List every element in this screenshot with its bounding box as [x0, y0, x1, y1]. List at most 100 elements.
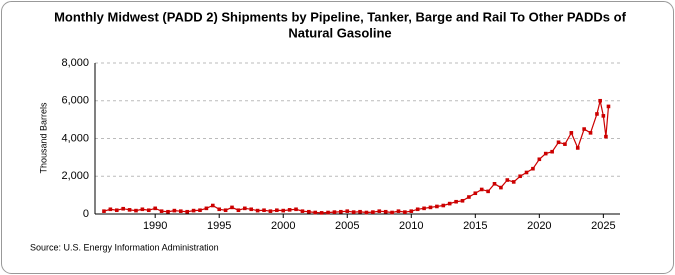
data-point [556, 140, 561, 145]
data-point [185, 209, 189, 214]
data-point [563, 142, 567, 146]
data-point [606, 104, 611, 109]
data-point [332, 210, 337, 214]
data-point [102, 209, 106, 213]
data-point [601, 114, 606, 118]
data-point [447, 201, 452, 206]
source: Source: U.S. Energy Information Administ… [30, 242, 219, 252]
data-point [134, 208, 138, 213]
data-point [531, 166, 535, 171]
data-point [255, 208, 260, 213]
data-point [364, 210, 369, 215]
data-point [499, 185, 503, 190]
data-point [114, 208, 119, 213]
data-point [598, 98, 602, 103]
x-tick-label: 2020 [527, 220, 551, 232]
data-point [441, 203, 446, 208]
data-point [396, 209, 401, 213]
data-point [435, 204, 439, 209]
y-tick-label: 2,000 [61, 170, 89, 182]
data-point [172, 208, 177, 213]
x-tick-label: 1990 [143, 220, 167, 232]
data-point [595, 112, 599, 116]
data-point [518, 174, 522, 179]
data-point [383, 209, 388, 214]
data-point [211, 203, 215, 208]
data-point [604, 134, 608, 139]
data-point [159, 209, 164, 213]
data-point [262, 208, 266, 213]
data-point [403, 210, 407, 214]
data-point [287, 208, 292, 212]
data-point [121, 206, 125, 211]
data-point [140, 207, 145, 212]
chart-title: Monthly Midwest (PADD 2) Shipments by Pi… [54, 9, 627, 24]
data-point [492, 182, 497, 186]
data-point [505, 178, 510, 182]
data-point [454, 199, 458, 204]
data-point [217, 207, 222, 212]
data-point [524, 170, 529, 175]
data-point [390, 210, 394, 215]
chart-title: Natural Gasoline [288, 25, 391, 40]
x-tick-label: 1995 [207, 220, 231, 232]
y-tick-label: 0 [83, 208, 89, 220]
data-point [153, 206, 157, 211]
data-point [537, 157, 542, 162]
data-point [319, 211, 324, 215]
data-point [191, 208, 196, 213]
data-point [281, 208, 286, 213]
data-point [588, 131, 593, 135]
x-tick-label: 2010 [399, 220, 423, 232]
data-point [511, 180, 516, 184]
data-point [268, 209, 273, 213]
y-axis-label: Thousand Barrels [38, 102, 48, 174]
data-point [223, 208, 228, 213]
data-point [294, 207, 298, 212]
data-point [409, 209, 414, 213]
data-point [300, 209, 305, 213]
data-point [569, 131, 574, 135]
x-tick-label: 2025 [591, 220, 615, 232]
data-point [108, 207, 113, 212]
data-point [127, 208, 132, 212]
data-point [236, 208, 241, 213]
x-tick-label: 2005 [335, 220, 359, 232]
data-point [479, 187, 484, 192]
data-point [275, 208, 279, 213]
data-point [351, 210, 356, 214]
data-point [230, 205, 234, 210]
data-point [460, 198, 465, 203]
data-point [345, 209, 350, 213]
y-tick-label: 8,000 [61, 57, 89, 69]
data-point [358, 209, 362, 214]
data-point [415, 207, 420, 212]
data-point [166, 209, 170, 214]
data-point [204, 206, 209, 211]
data-point [146, 208, 151, 213]
data-point [467, 195, 471, 199]
series-line [103, 100, 610, 214]
data-point [575, 146, 580, 150]
x-tick-label: 2000 [271, 220, 295, 232]
data-point [178, 209, 183, 213]
data-point [550, 149, 554, 154]
data-point [307, 209, 311, 214]
data-point [339, 209, 343, 214]
data-point [313, 210, 318, 215]
data-point [486, 189, 490, 194]
data-point [377, 209, 382, 213]
data-point [249, 207, 254, 212]
x-tick-label: 2015 [463, 220, 487, 232]
data-point [371, 210, 375, 214]
y-tick-label: 6,000 [61, 95, 89, 107]
data-point [543, 151, 548, 156]
data-point [582, 127, 586, 131]
data-point [428, 205, 433, 210]
data-point [473, 191, 478, 196]
data-point [326, 210, 330, 215]
data-point [243, 206, 247, 211]
data-point [198, 208, 202, 213]
